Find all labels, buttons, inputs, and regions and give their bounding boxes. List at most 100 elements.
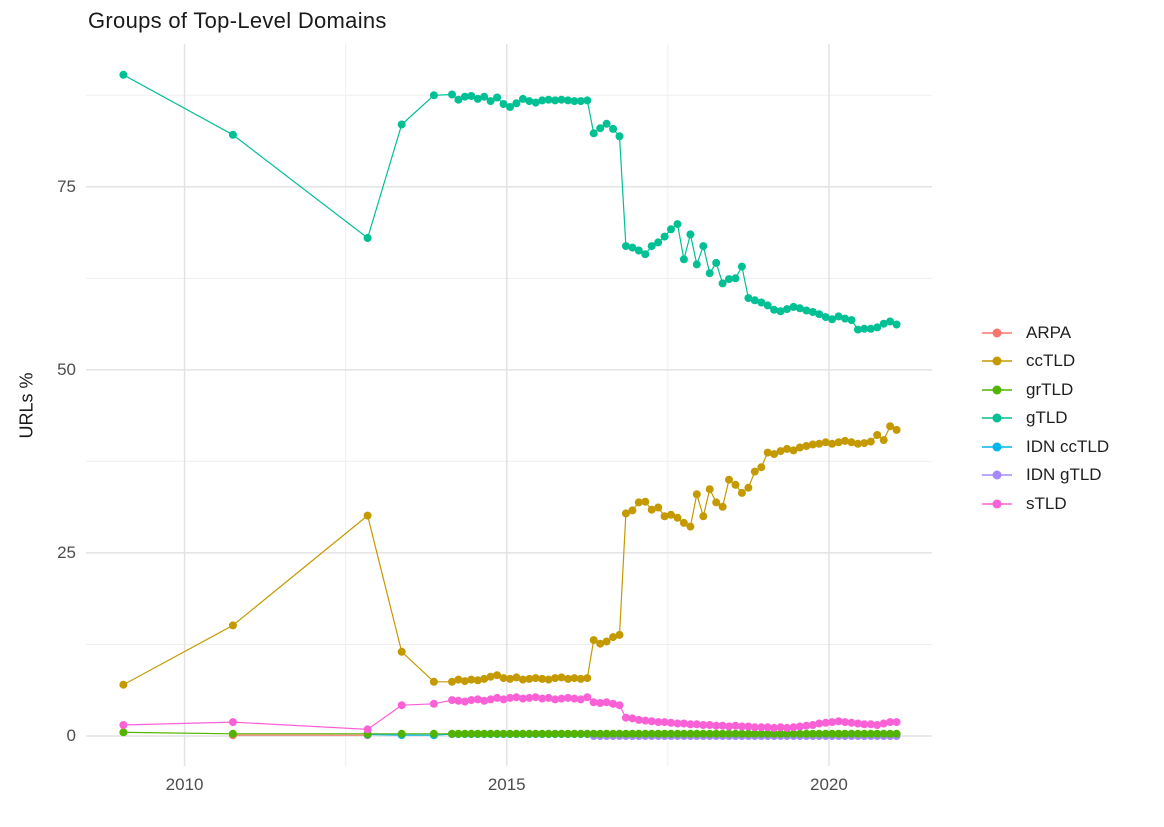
data-point <box>486 695 495 704</box>
data-point <box>699 721 708 729</box>
data-point <box>886 422 895 431</box>
data-point <box>615 729 624 738</box>
series-grtld <box>119 728 901 738</box>
data-point <box>473 676 482 685</box>
legend-key-icon <box>982 442 1012 451</box>
data-point <box>789 723 798 732</box>
data-point <box>493 93 502 102</box>
legend-key-icon <box>982 356 1012 366</box>
data-point <box>802 442 811 450</box>
data-point <box>828 718 837 727</box>
data-point <box>564 729 572 738</box>
data-point <box>873 323 882 332</box>
data-point <box>879 319 888 328</box>
data-point <box>448 696 456 705</box>
data-point <box>802 721 811 730</box>
data-point <box>892 718 901 727</box>
data-point <box>429 91 438 100</box>
data-point <box>886 729 895 738</box>
data-point <box>454 675 463 684</box>
data-point <box>641 729 650 738</box>
data-point <box>828 315 837 324</box>
data-point <box>647 729 656 738</box>
data-point <box>634 715 643 724</box>
data-point <box>499 695 508 704</box>
data-point <box>879 729 888 738</box>
legend-label: gTLD <box>1026 408 1068 427</box>
data-point <box>660 232 669 241</box>
data-point <box>596 729 605 738</box>
data-point <box>557 694 566 703</box>
data-point <box>429 729 438 738</box>
data-point <box>119 680 128 689</box>
data-point <box>499 100 508 108</box>
data-point <box>531 693 540 702</box>
data-point <box>557 95 566 104</box>
data-point <box>473 695 482 704</box>
series-gtld <box>119 70 901 334</box>
legend: ARPA ccTLD grTLD gTLD IDN ccTLD IDN gTLD sTLD <box>981 322 1109 514</box>
data-point <box>834 312 843 321</box>
data-point <box>673 513 682 522</box>
data-point <box>531 674 540 683</box>
data-point <box>750 729 759 738</box>
data-point <box>834 729 843 738</box>
data-point <box>737 722 746 731</box>
data-point <box>860 439 869 448</box>
data-point <box>512 673 521 682</box>
data-point <box>757 729 766 738</box>
series-stld <box>119 693 901 734</box>
data-point <box>873 431 882 439</box>
legend-key-icon <box>982 499 1012 508</box>
data-point <box>448 677 456 686</box>
data-point <box>860 729 869 738</box>
data-point <box>506 103 514 111</box>
data-point <box>621 509 630 518</box>
data-point <box>363 725 372 734</box>
data-point <box>892 320 901 329</box>
data-point <box>119 70 128 79</box>
data-point <box>692 729 701 738</box>
data-point <box>808 308 817 316</box>
data-point <box>770 305 779 314</box>
data-point <box>783 444 791 453</box>
data-point <box>557 673 566 682</box>
data-point <box>654 503 663 512</box>
data-point <box>757 298 766 307</box>
legend-label: IDN ccTLD <box>1026 436 1110 456</box>
data-point <box>712 498 721 507</box>
data-point <box>660 729 669 738</box>
data-point <box>757 463 766 472</box>
data-point <box>789 446 798 455</box>
data-point <box>602 729 611 738</box>
data-point <box>641 497 650 506</box>
data-point <box>699 242 708 251</box>
data-point <box>789 302 798 311</box>
data-point <box>763 723 772 732</box>
data-point <box>448 729 456 738</box>
data-point <box>847 729 856 738</box>
data-point <box>686 720 695 729</box>
data-point <box>866 437 875 446</box>
data-point <box>596 699 605 707</box>
data-point <box>667 718 675 727</box>
data-point <box>518 729 527 738</box>
data-point <box>473 94 482 103</box>
data-point <box>847 438 856 447</box>
data-point <box>480 729 489 738</box>
data-point <box>518 94 527 103</box>
data-point <box>815 310 824 319</box>
data-point <box>363 234 372 242</box>
data-point <box>583 693 592 702</box>
data-point <box>705 721 714 729</box>
data-point <box>783 305 791 314</box>
data-point <box>583 729 592 738</box>
data-point <box>731 480 740 489</box>
data-point <box>486 672 495 681</box>
data-point <box>486 97 495 106</box>
data-point <box>841 729 849 738</box>
data-point <box>551 729 560 738</box>
data-point <box>448 90 456 99</box>
data-point <box>821 718 830 727</box>
